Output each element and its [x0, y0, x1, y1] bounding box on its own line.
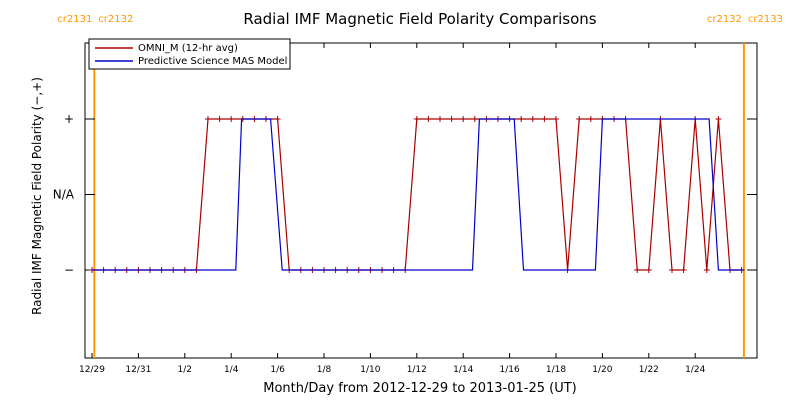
x-tick-label: 1/8 — [317, 365, 332, 375]
series-line-0 — [92, 118, 742, 271]
x-tick-label: 1/22 — [639, 365, 659, 375]
x-tick-label: 12/29 — [79, 365, 105, 375]
x-tick-label: 1/18 — [546, 365, 566, 375]
series-layer — [89, 116, 745, 273]
x-tick-label: 1/2 — [178, 365, 192, 375]
series-point — [529, 116, 536, 122]
series-point — [274, 116, 281, 122]
series-point — [228, 116, 235, 122]
legend-box — [88, 38, 291, 70]
series-point — [645, 267, 652, 273]
axis-ticks: 12/29 12/31 1/2 1/4 1/6 1/8 1/10 1/12 1/14 1/16 1/… — [53, 43, 757, 375]
legend: OMNI_M (12-hr avg) Predictive Science MA… — [88, 38, 291, 70]
series-point — [216, 116, 223, 122]
y-tick-label: − — [64, 263, 74, 277]
x-tick-label: 12/31 — [125, 365, 151, 375]
series-point — [634, 267, 641, 273]
x-tick-label: 1/24 — [685, 365, 705, 375]
x-axis-label: Month/Day from 2012-12-29 to 2013-01-25 … — [263, 381, 576, 396]
series-line-1 — [92, 118, 744, 271]
legend-label-omni: OMNI_M (12-hr avg) — [138, 43, 238, 54]
x-tick-label: 1/16 — [499, 365, 519, 375]
series-point — [460, 116, 467, 122]
carrington-label-after: cr2132 — [98, 14, 133, 25]
legend-label-mas: Predictive Science MAS Model — [138, 56, 287, 67]
y-tick-label: N/A — [53, 188, 75, 202]
series-point — [680, 267, 687, 273]
series-point — [703, 267, 710, 273]
x-tick-label: 1/14 — [453, 365, 473, 375]
x-tick-label: 1/10 — [360, 365, 380, 375]
series-point — [715, 116, 722, 122]
carrington-marker-layer: cr2131 cr2132 cr2132 cr2133 — [57, 14, 783, 358]
y-tick-label: + — [64, 112, 74, 126]
carrington-label-before: cr2132 — [707, 14, 742, 25]
series-point — [553, 116, 559, 122]
series-point — [437, 116, 443, 122]
series-point — [425, 116, 432, 122]
series-point — [205, 116, 211, 122]
series-point — [576, 116, 583, 122]
series-point — [448, 116, 455, 122]
carrington-label-before: cr2131 — [57, 14, 92, 25]
x-tick-label: 1/12 — [407, 365, 427, 375]
chart-title: Radial IMF Magnetic Field Polarity Compa… — [243, 10, 596, 28]
x-tick-label: 1/4 — [224, 365, 239, 375]
plot-frame — [84, 42, 758, 359]
x-tick-label: 1/6 — [270, 365, 285, 375]
series-point — [413, 116, 420, 122]
series-point — [541, 116, 548, 122]
carrington-label-after: cr2133 — [748, 14, 783, 25]
series-point — [669, 267, 675, 273]
series-point — [518, 116, 525, 122]
y-axis-label: Radial IMF Magnetic Field Polarity (−,+) — [30, 77, 44, 315]
x-tick-label: 1/20 — [592, 365, 612, 375]
series-point — [471, 116, 478, 122]
series-point — [587, 116, 594, 122]
